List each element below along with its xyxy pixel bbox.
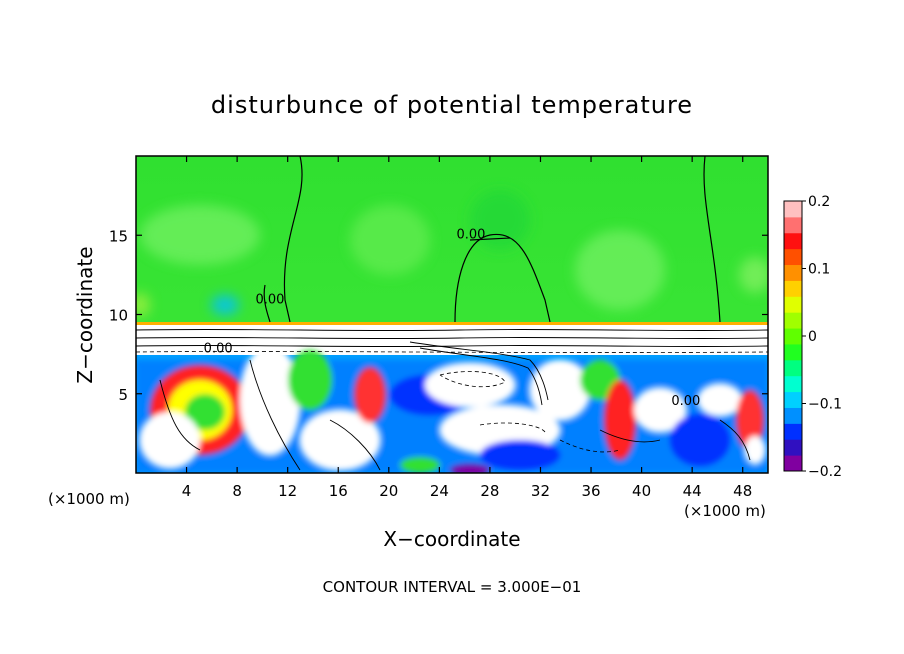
y-tick-label: 5 [118,386,128,404]
x-unit-left: (×1000 m) [48,490,130,508]
contour-label: 0.00 [204,342,233,357]
heatmap-field [136,156,768,473]
y-tick-label: 15 [109,227,128,245]
x-tick-label: 16 [329,482,348,500]
colorbar-segment [784,248,802,266]
x-tick-label: 8 [232,482,242,500]
colorbar-segment [784,264,802,281]
colorbar: 0.2 0.1 0 −0.1 −0.2 [783,194,842,480]
colorbar-segment [784,312,802,329]
x-tick-label: 20 [379,482,398,500]
colorbar-segment [784,232,802,250]
x-unit-right: (×1000 m) [684,502,766,520]
x-tick-label: 48 [733,482,752,500]
colorbar-tick-label: 0.2 [808,194,830,210]
contour-label: 0.00 [671,394,700,409]
x-tick-label: 44 [683,482,702,500]
x-tick-label: 40 [632,482,651,500]
colorbar-segment [784,439,802,456]
x-tick-label: 36 [581,482,600,500]
colorbar-segment [784,280,802,297]
y-axis-label: Z−coordinate [73,246,97,383]
x-axis-label: X−coordinate [383,527,520,551]
contour-labels: 0.00 0.00 0.00 0.00 [204,227,701,409]
colorbar-segment [784,201,802,218]
colorbar-tick-label: 0 [808,329,817,345]
colorbar-segment [784,391,802,408]
y-tick-label: 10 [109,307,128,325]
contour-label: 0.00 [456,227,485,242]
contour-label: 0.00 [256,292,285,307]
colorbar-segment [784,296,802,313]
colorbar-segment [784,375,802,393]
colorbar-segment [784,407,802,424]
colorbar-tick-label: −0.1 [808,397,842,413]
colorbar-segment [784,328,802,345]
x-tick-label: 4 [182,482,192,500]
chart-title: disturbunce of potential temperature [211,91,693,119]
colorbar-segment [784,455,802,472]
colorbar-tick-label: 0.1 [808,262,830,278]
x-tick-label: 28 [480,482,499,500]
colorbar-segment [784,216,802,234]
contour-interval-note: CONTOUR INTERVAL = 3.000E−01 [323,578,582,596]
colorbar-segment [784,343,802,361]
x-axis: 4 8 12 16 20 24 28 32 36 40 44 48 [182,156,752,500]
colorbar-segment [784,359,802,377]
x-tick-label: 24 [430,482,449,500]
colorbar-tick-label: −0.2 [808,464,842,480]
x-tick-label: 12 [278,482,297,500]
colorbar-segment [784,423,802,440]
y-axis: 5 10 15 [109,227,768,404]
x-tick-label: 32 [531,482,550,500]
